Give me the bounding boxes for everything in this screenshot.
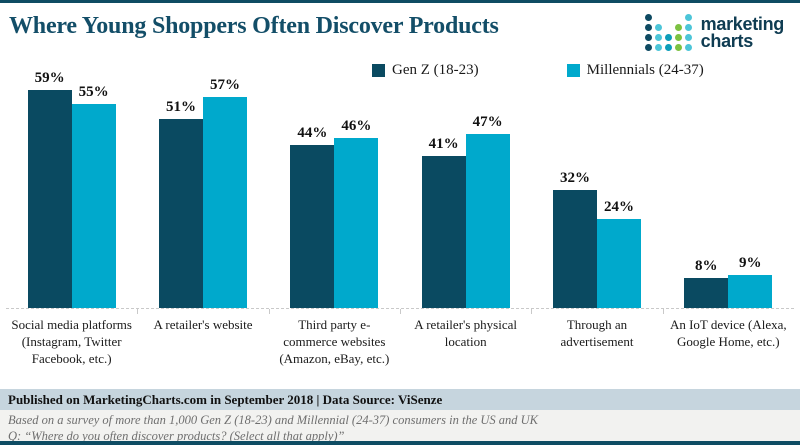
bar-chart: 59% 55% 51% 57% 44% 46% 41% 47% 32% 24% 8% 9% Socia… bbox=[6, 70, 794, 389]
bar: 55% bbox=[71, 84, 116, 308]
logo-dot bbox=[644, 44, 652, 51]
logo-dot bbox=[644, 34, 652, 41]
bar-value-label: 44% bbox=[297, 125, 328, 141]
category-label: A retailer's website bbox=[153, 317, 253, 332]
survey-note: Based on a survey of more than 1,000 Gen… bbox=[8, 413, 539, 428]
logo-dot bbox=[674, 44, 682, 51]
category-label: An IoT device (Alexa, Google Home, etc.) bbox=[669, 317, 787, 349]
logo-dot bbox=[644, 24, 652, 31]
chart-legend: Gen Z (18-23) Millennials (24-37) bbox=[0, 55, 800, 85]
logo-dot bbox=[654, 24, 662, 31]
axis-ticks bbox=[6, 309, 794, 315]
bar: 8% bbox=[684, 258, 729, 308]
bar-group: 41% 47% bbox=[400, 85, 531, 308]
bar: 24% bbox=[596, 199, 641, 308]
bar: 47% bbox=[465, 114, 510, 308]
logo-dot bbox=[684, 34, 692, 41]
axis-tick bbox=[662, 309, 664, 314]
logo-dot bbox=[654, 34, 662, 41]
category-label: Social media platforms (Instagram, Twitt… bbox=[11, 317, 132, 366]
logo-dot bbox=[664, 44, 672, 51]
bar-value-label: 32% bbox=[559, 170, 590, 186]
bar: 9% bbox=[728, 255, 773, 308]
footnotes: Based on a survey of more than 1,000 Gen… bbox=[0, 410, 800, 443]
bar-group: 32% 24% bbox=[531, 85, 662, 308]
logo-dot bbox=[654, 44, 662, 51]
logo-dot-empty bbox=[665, 24, 672, 31]
logo-dot-empty bbox=[655, 14, 662, 21]
logo-wordmark: marketing charts bbox=[700, 14, 785, 52]
bar: 44% bbox=[290, 125, 335, 308]
logo-dot-matrix-icon bbox=[644, 14, 692, 51]
logo-dot bbox=[674, 34, 682, 41]
chart-title: Where Young Shoppers Often Discover Prod… bbox=[9, 13, 499, 39]
bar: 51% bbox=[158, 99, 203, 308]
legend-item-gen-z: Gen Z (18-23) bbox=[372, 62, 479, 79]
bar-value-label: 9% bbox=[739, 255, 762, 271]
axis-tick bbox=[137, 309, 139, 314]
legend-swatch-icon bbox=[566, 63, 580, 77]
bar-group: 51% 57% bbox=[137, 77, 268, 308]
bar-value-label: 47% bbox=[472, 114, 503, 130]
bar: 32% bbox=[552, 170, 597, 308]
bar-group: 8% 9% bbox=[663, 85, 794, 308]
axis-tick bbox=[268, 309, 270, 314]
question-note: Q: “Where do you often discover products… bbox=[8, 428, 345, 443]
axis-tick bbox=[531, 309, 533, 314]
bar: 57% bbox=[202, 77, 247, 308]
logo-dot bbox=[684, 14, 692, 21]
logo-word-marketing: marketing bbox=[700, 14, 785, 34]
bar-value-label: 24% bbox=[603, 199, 634, 215]
marketingcharts-logo: marketing charts bbox=[644, 13, 785, 52]
logo-dot bbox=[674, 24, 682, 31]
category-label: A retailer's physical location bbox=[414, 317, 517, 349]
bar-value-label: 55% bbox=[78, 84, 109, 100]
bar-group: 59% 55% bbox=[6, 70, 137, 308]
bar: 46% bbox=[334, 118, 379, 308]
logo-dot bbox=[684, 44, 692, 51]
logo-word-charts: charts bbox=[700, 31, 754, 52]
bar-group: 44% 46% bbox=[269, 85, 400, 308]
logo-dot bbox=[644, 14, 652, 21]
publication-info: Published on MarketingCharts.com in Sept… bbox=[0, 389, 800, 411]
logo-dot-empty bbox=[675, 14, 682, 21]
axis-tick bbox=[400, 309, 401, 314]
logo-dot bbox=[684, 24, 692, 31]
header: Where Young Shoppers Often Discover Prod… bbox=[0, 3, 800, 55]
bar-value-label: 46% bbox=[341, 118, 372, 134]
category-label: Third party e-commerce websites (Amazon,… bbox=[279, 317, 390, 366]
bar-value-label: 57% bbox=[209, 77, 240, 93]
bar-value-label: 8% bbox=[695, 258, 718, 274]
legend-label: Millennials (24-37) bbox=[586, 61, 704, 78]
legend-label: Gen Z (18-23) bbox=[392, 61, 479, 78]
bar-value-label: 51% bbox=[165, 99, 196, 115]
category-axis: Social media platforms (Instagram, Twitt… bbox=[6, 315, 794, 389]
legend-swatch-icon bbox=[372, 63, 385, 77]
bar-value-label: 59% bbox=[34, 70, 65, 86]
category-label: Through an advertisement bbox=[560, 317, 634, 349]
logo-dot-empty bbox=[665, 14, 672, 21]
logo-dot bbox=[664, 34, 672, 41]
bar: 59% bbox=[27, 70, 72, 308]
legend-item-millennials: Millennials (24-37) bbox=[566, 61, 704, 79]
plot-area: 59% 55% 51% 57% 44% 46% 41% 47% 32% 24% 8% 9% bbox=[6, 70, 794, 309]
bar-value-label: 41% bbox=[428, 136, 459, 152]
bar: 41% bbox=[421, 136, 466, 308]
